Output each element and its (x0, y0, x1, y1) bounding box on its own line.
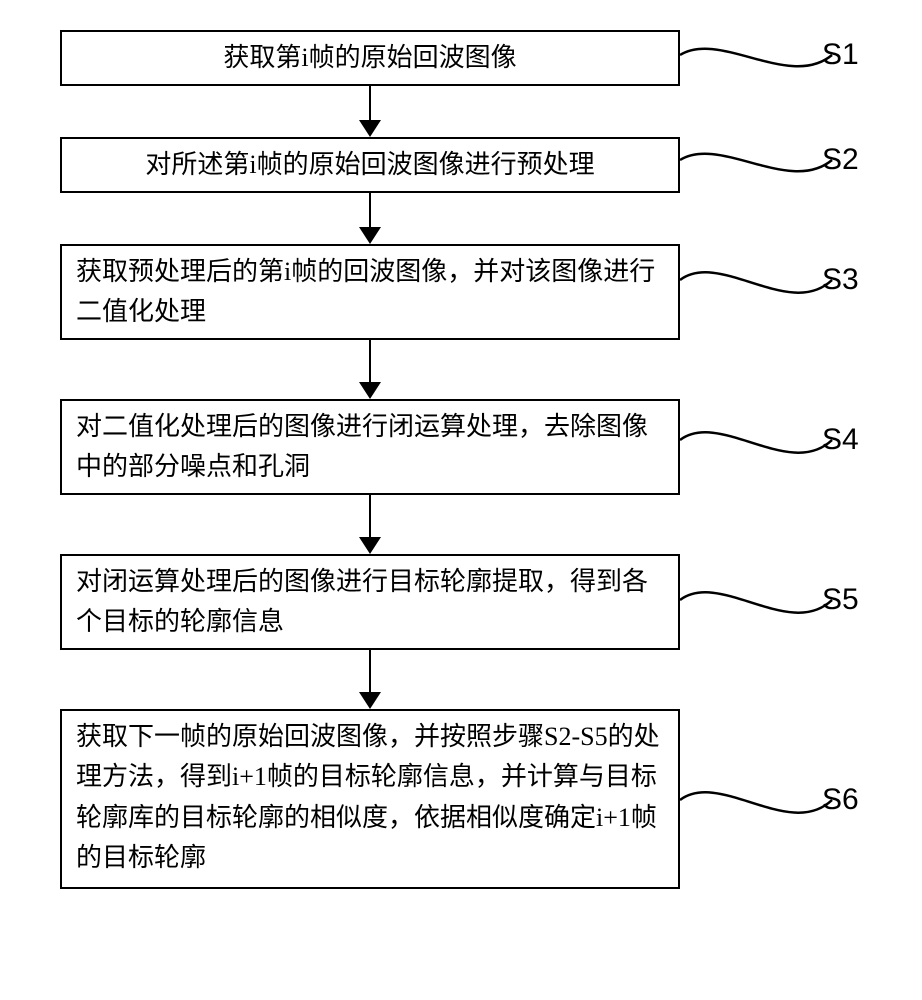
connector-S3 (680, 272, 832, 292)
flow-node-text: 获取下一帧的原始回波图像，并按照步骤S2-S5的处理方法，得到i+1帧的目标轮廓… (62, 711, 678, 884)
connector-S5 (680, 592, 832, 612)
flow-node-S2: 对所述第i帧的原始回波图像进行预处理 (60, 137, 680, 193)
connector-S1 (680, 49, 832, 67)
flow-arrow (359, 495, 381, 554)
flow-arrow (359, 86, 381, 137)
connector-S4 (680, 432, 832, 452)
flowchart-canvas: 获取第i帧的原始回波图像对所述第i帧的原始回波图像进行预处理获取预处理后的第i帧… (0, 0, 922, 1000)
step-label-S1: S1 (822, 40, 859, 70)
flow-node-S5: 对闭运算处理后的图像进行目标轮廓提取，得到各个目标的轮廓信息 (60, 554, 680, 650)
step-label-S3: S3 (822, 265, 859, 295)
flow-node-S1: 获取第i帧的原始回波图像 (60, 30, 680, 86)
step-label-S2: S2 (822, 145, 859, 175)
flow-node-text: 对二值化处理后的图像进行闭运算处理，去除图像中的部分噪点和孔洞 (62, 401, 678, 494)
flow-node-S3: 获取预处理后的第i帧的回波图像，并对该图像进行二值化处理 (60, 244, 680, 340)
flow-node-text: 对闭运算处理后的图像进行目标轮廓提取，得到各个目标的轮廓信息 (62, 556, 678, 649)
flow-node-S6: 获取下一帧的原始回波图像，并按照步骤S2-S5的处理方法，得到i+1帧的目标轮廓… (60, 709, 680, 889)
step-label-S5: S5 (822, 585, 859, 615)
flow-arrow (359, 340, 381, 399)
flow-node-text: 对所述第i帧的原始回波图像进行预处理 (62, 139, 678, 191)
flow-node-text: 获取第i帧的原始回波图像 (62, 32, 678, 84)
step-label-S4: S4 (822, 425, 859, 455)
flow-arrow (359, 193, 381, 244)
flow-arrow (359, 650, 381, 709)
step-label-S6: S6 (822, 785, 859, 815)
flow-node-S4: 对二值化处理后的图像进行闭运算处理，去除图像中的部分噪点和孔洞 (60, 399, 680, 495)
connector-S2 (680, 154, 832, 172)
connector-S6 (680, 792, 832, 812)
flow-node-text: 获取预处理后的第i帧的回波图像，并对该图像进行二值化处理 (62, 246, 678, 339)
